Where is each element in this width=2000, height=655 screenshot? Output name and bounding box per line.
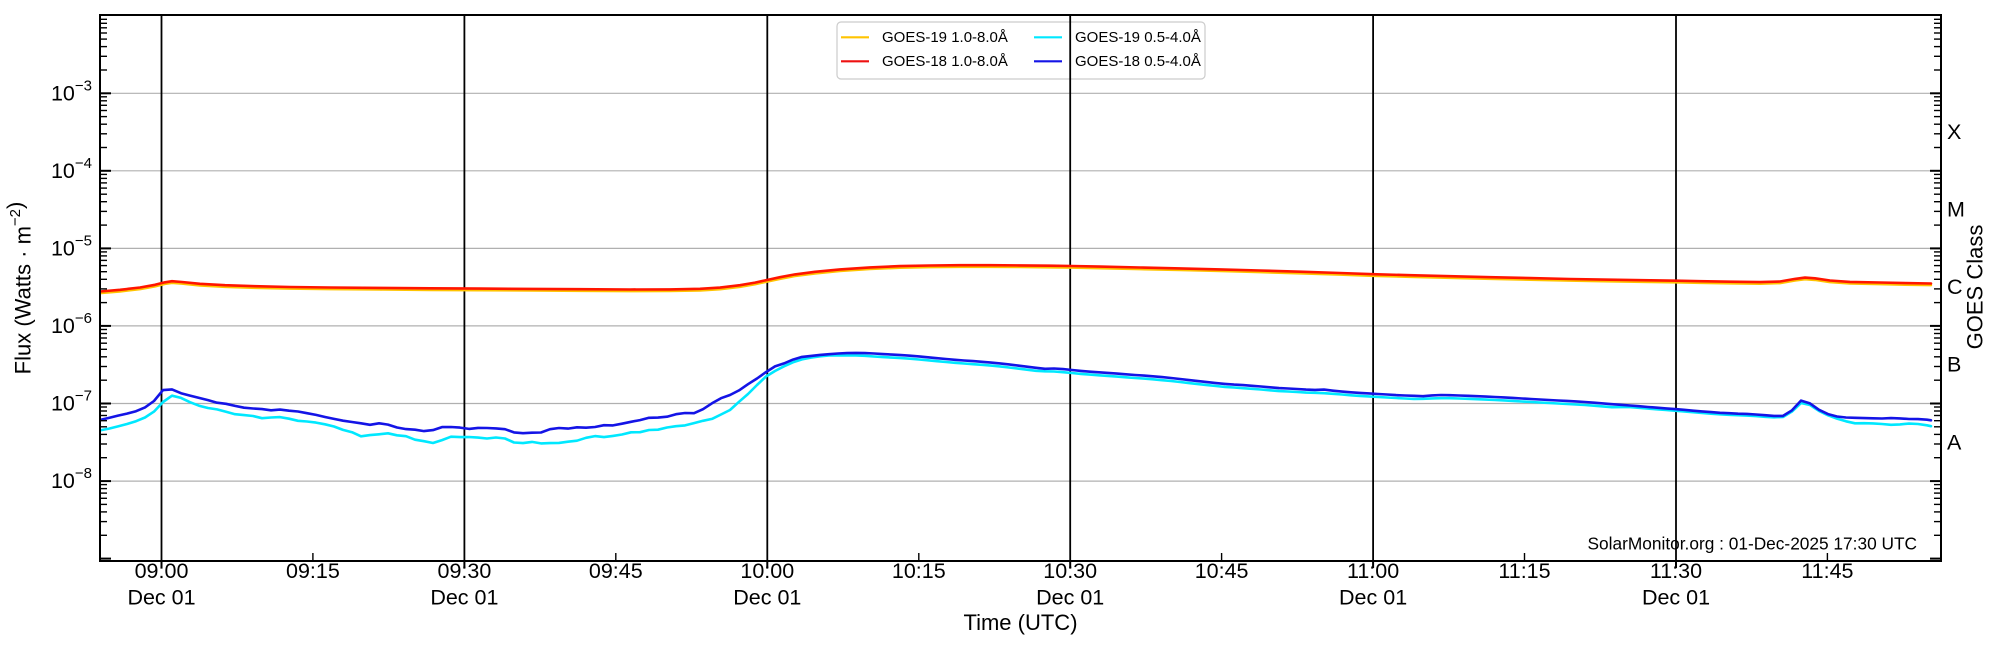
svg-text:X: X xyxy=(1947,120,1961,144)
svg-text:Time (UTC): Time (UTC) xyxy=(963,610,1077,635)
svg-text:M: M xyxy=(1947,198,1965,222)
svg-text:Dec 01: Dec 01 xyxy=(1642,586,1710,610)
svg-text:GOES-19 0.5-4.0Å: GOES-19 0.5-4.0Å xyxy=(1075,29,1201,46)
svg-text:C: C xyxy=(1947,275,1963,299)
svg-text:Dec 01: Dec 01 xyxy=(430,586,498,610)
svg-text:Dec 01: Dec 01 xyxy=(127,586,195,610)
svg-text:09:30: 09:30 xyxy=(437,559,491,583)
svg-text:SolarMonitor.org : 01-Dec-2025: SolarMonitor.org : 01-Dec-2025 17:30 UTC xyxy=(1588,534,1917,554)
svg-text:Dec 01: Dec 01 xyxy=(1036,586,1104,610)
svg-text:Dec 01: Dec 01 xyxy=(733,586,801,610)
svg-text:10:45: 10:45 xyxy=(1195,559,1249,583)
svg-text:GOES-18 0.5-4.0Å: GOES-18 0.5-4.0Å xyxy=(1075,53,1201,70)
svg-text:10−4: 10−4 xyxy=(51,154,92,183)
svg-text:Dec 01: Dec 01 xyxy=(1339,586,1407,610)
svg-text:GOES Class: GOES Class xyxy=(1963,225,1988,350)
svg-text:A: A xyxy=(1947,430,1962,454)
svg-text:GOES-19 1.0-8.0Å: GOES-19 1.0-8.0Å xyxy=(882,29,1008,46)
svg-text:09:00: 09:00 xyxy=(135,559,189,583)
svg-text:10:30: 10:30 xyxy=(1043,559,1097,583)
svg-text:09:45: 09:45 xyxy=(589,559,643,583)
svg-text:B: B xyxy=(1947,353,1961,377)
svg-text:11:30: 11:30 xyxy=(1650,559,1702,583)
svg-text:10:15: 10:15 xyxy=(892,559,946,583)
svg-text:09:15: 09:15 xyxy=(286,559,340,583)
svg-text:11:15: 11:15 xyxy=(1498,559,1550,583)
svg-text:GOES-18 1.0-8.0Å: GOES-18 1.0-8.0Å xyxy=(882,53,1008,70)
svg-text:11:00: 11:00 xyxy=(1347,559,1399,583)
svg-text:10:00: 10:00 xyxy=(740,559,794,583)
svg-text:11:45: 11:45 xyxy=(1801,559,1853,583)
